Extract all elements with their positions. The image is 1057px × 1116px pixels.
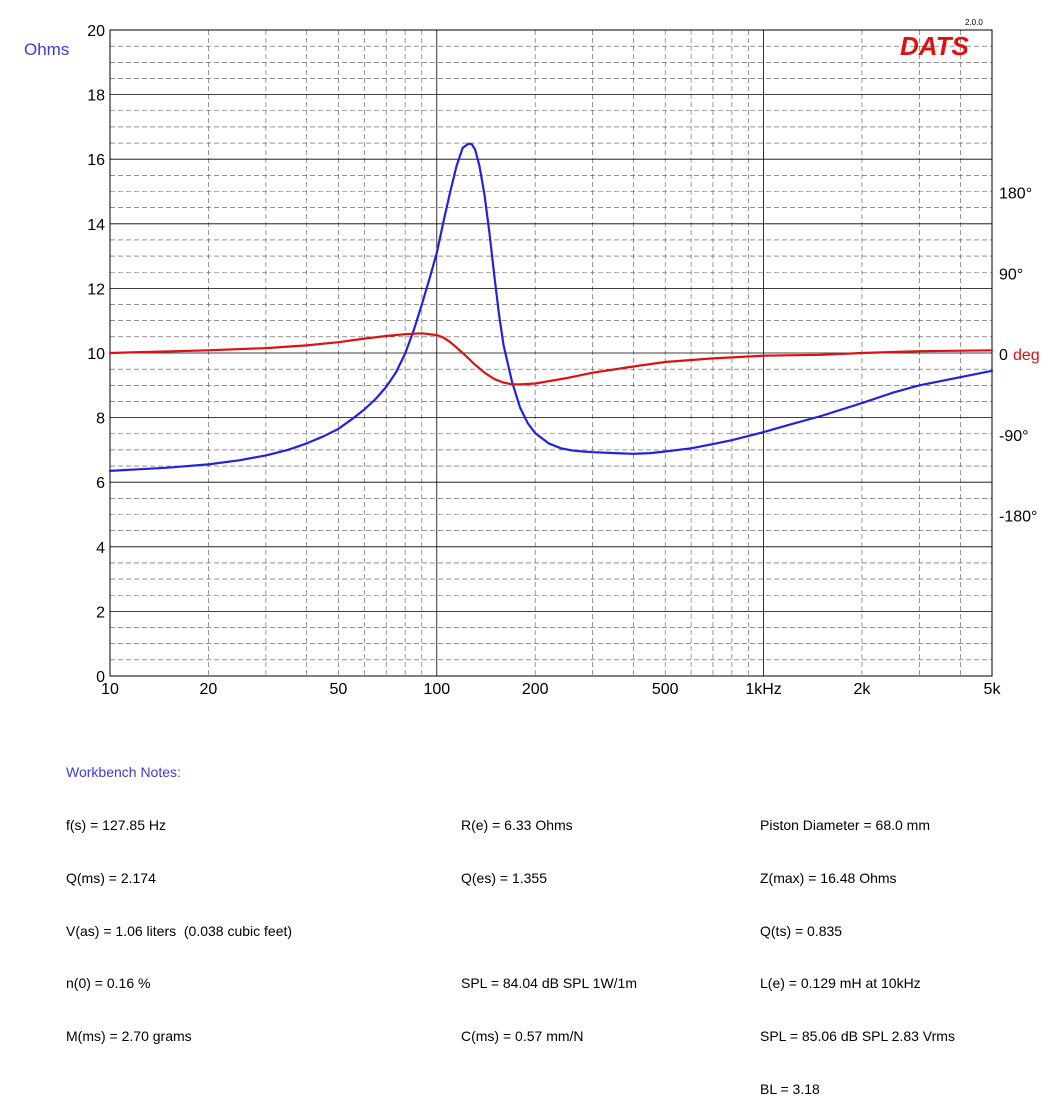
impedance-chart: 0 2 4 6 8 10 12 14 16 18 20 180° 90° 0 deg -90° -180° 10 2…	[24, 18, 1040, 698]
y-tick-label: 0	[96, 669, 105, 686]
x-tick-label: 2k	[854, 681, 872, 698]
y2-tick-label: -180°	[999, 509, 1037, 526]
note-line: Piston Diameter = 68.0 mm	[760, 816, 931, 833]
note-line: SPL = 84.04 dB SPL 1W/1m	[461, 975, 638, 992]
note-line: n(0) = 0.16 %	[66, 975, 151, 992]
x-tick-label: 20	[199, 681, 217, 698]
note-line: SPL = 85.06 dB SPL 2.83 Vrms	[760, 1028, 955, 1045]
note-line: L(e) = 0.129 mH at 10kHz	[760, 975, 921, 992]
note-line: Q(ts) = 0.835	[760, 922, 843, 939]
notes-column-2: R(e) = 6.33 Ohms Q(es) = 1.355 SPL = 84.…	[461, 729, 637, 1063]
y-tick-label: 2	[96, 604, 105, 621]
y-tick-label: 20	[87, 23, 105, 40]
series-layer	[108, 142, 994, 472]
y-tick-label: 12	[87, 281, 105, 298]
note-line: f(s) = 127.85 Hz	[66, 816, 166, 833]
note-line: V(as) = 1.06 liters (0.038 cubic feet)	[66, 922, 293, 939]
notes-column-3: Piston Diameter = 68.0 mm Z(max) = 16.48…	[760, 729, 955, 1116]
y-tick-label: 16	[87, 152, 105, 169]
y-tick-label: 14	[87, 217, 105, 234]
note-line: R(e) = 6.33 Ohms	[461, 816, 573, 833]
x-tick-label: 5k	[984, 681, 1002, 698]
note-line: BL = 3.18	[760, 1080, 820, 1097]
y-tick-label: 18	[87, 88, 105, 105]
dats-logo: 2.0.0 DATS	[900, 18, 983, 61]
impedance-curve	[108, 142, 994, 472]
logo-text: DATS	[900, 31, 970, 61]
x-tick-label: 200	[522, 681, 549, 698]
phase-curve	[108, 332, 994, 386]
note-line: Z(max) = 16.48 Ohms	[760, 869, 897, 886]
y-tick-label: 6	[96, 475, 105, 492]
y2-axis-label: deg	[1013, 347, 1040, 364]
x-tick-label: 50	[330, 681, 348, 698]
notes-title: Workbench Notes:	[66, 764, 181, 781]
axis-labels: 0 2 4 6 8 10 12 14 16 18 20 180° 90° 0 deg -90° -180° 10 2…	[87, 23, 1040, 698]
x-tick-label: 100	[423, 681, 450, 698]
y-tick-label: 8	[96, 411, 105, 428]
y2-tick-label: 90°	[999, 266, 1023, 283]
y-tick-label: 4	[96, 540, 105, 557]
y-tick-label: 10	[87, 346, 105, 363]
y2-tick-label: -90°	[999, 428, 1029, 445]
x-tick-label: 500	[652, 681, 679, 698]
x-tick-label: 10	[101, 681, 119, 698]
note-line	[461, 923, 637, 941]
y2-tick-label: 0	[999, 347, 1008, 364]
note-line: C(ms) = 0.57 mm/N	[461, 1028, 584, 1045]
logo-version: 2.0.0	[965, 18, 983, 27]
y2-tick-label: 180°	[999, 186, 1032, 203]
y-axis-label: Ohms	[24, 40, 69, 59]
x-tick-label: 1kHz	[745, 681, 781, 698]
note-line: Q(es) = 1.355	[461, 869, 547, 886]
note-line: Q(ms) = 2.174	[66, 869, 156, 886]
notes-column-1: Workbench Notes: f(s) = 127.85 Hz Q(ms) …	[66, 729, 292, 1063]
note-line: M(ms) = 2.70 grams	[66, 1028, 192, 1045]
